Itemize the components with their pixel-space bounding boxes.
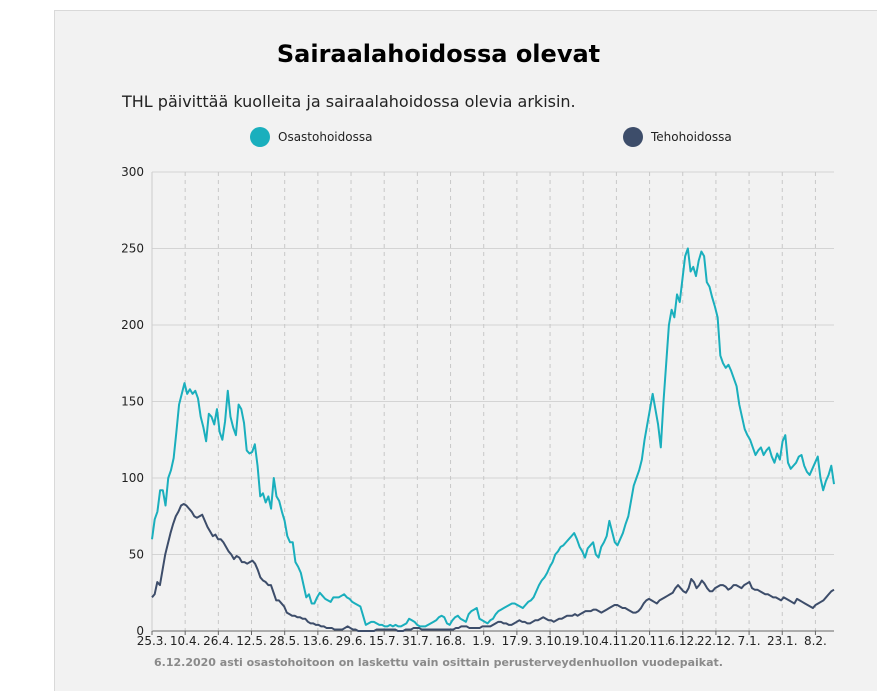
x-tick-label: 8.2. [804,634,827,648]
x-tick-label: 6.12. [667,634,698,648]
chart-title: Sairaalahoidossa olevat [276,40,601,68]
x-tick-label: 22.12. [697,634,735,648]
legend-dot-icon [250,127,270,147]
x-tick-label: 3.10. [535,634,566,648]
x-tick-label: 20.11. [630,634,668,648]
x-tick-label: 29.6. [336,634,367,648]
chart-footnote: 6.12.2020 asti osastohoitoon on laskettu… [154,656,723,669]
y-tick-label: 200 [121,318,144,332]
y-tick-label: 250 [121,242,144,256]
x-tick-label: 23.1. [767,634,798,648]
x-tick-label: 17.9. [502,634,533,648]
legend-item-tehohoidossa[interactable]: Tehohoidossa [623,127,732,147]
legend-item-osastohoidossa[interactable]: Osastohoidossa [250,127,372,147]
x-tick-label: 15.7. [369,634,400,648]
x-tick-label: 19.10. [564,634,602,648]
y-tick-label: 0 [136,624,144,638]
x-tick-label: 28.5. [269,634,300,648]
y-tick-label: 50 [129,548,144,562]
x-tick-label: 4.11. [601,634,632,648]
series-line-tehohoidossa[interactable] [151,503,835,632]
y-tick-label: 100 [121,471,144,485]
y-tick-label: 150 [121,395,144,409]
x-tick-label: 26.4. [203,634,234,648]
x-tick-label: 10.4. [170,634,201,648]
legend-label: Osastohoidossa [278,130,373,144]
legend-dot-icon [623,127,643,147]
x-tick-label: 16.8. [435,634,466,648]
x-tick-label: 31.7. [402,634,433,648]
x-tick-label: 13.6. [303,634,334,648]
series-line-osastohoidossa[interactable] [151,247,835,628]
legend-label: Tehohoidossa [651,130,732,144]
chart-card [54,10,877,691]
x-tick-label: 1.9. [472,634,495,648]
y-tick-label: 300 [121,165,144,179]
x-tick-label: 7.1. [738,634,761,648]
x-tick-label: 25.3. [137,634,168,648]
chart-subtitle: THL päivittää kuolleita ja sairaalahoido… [122,92,576,111]
x-tick-label: 12.5. [236,634,267,648]
